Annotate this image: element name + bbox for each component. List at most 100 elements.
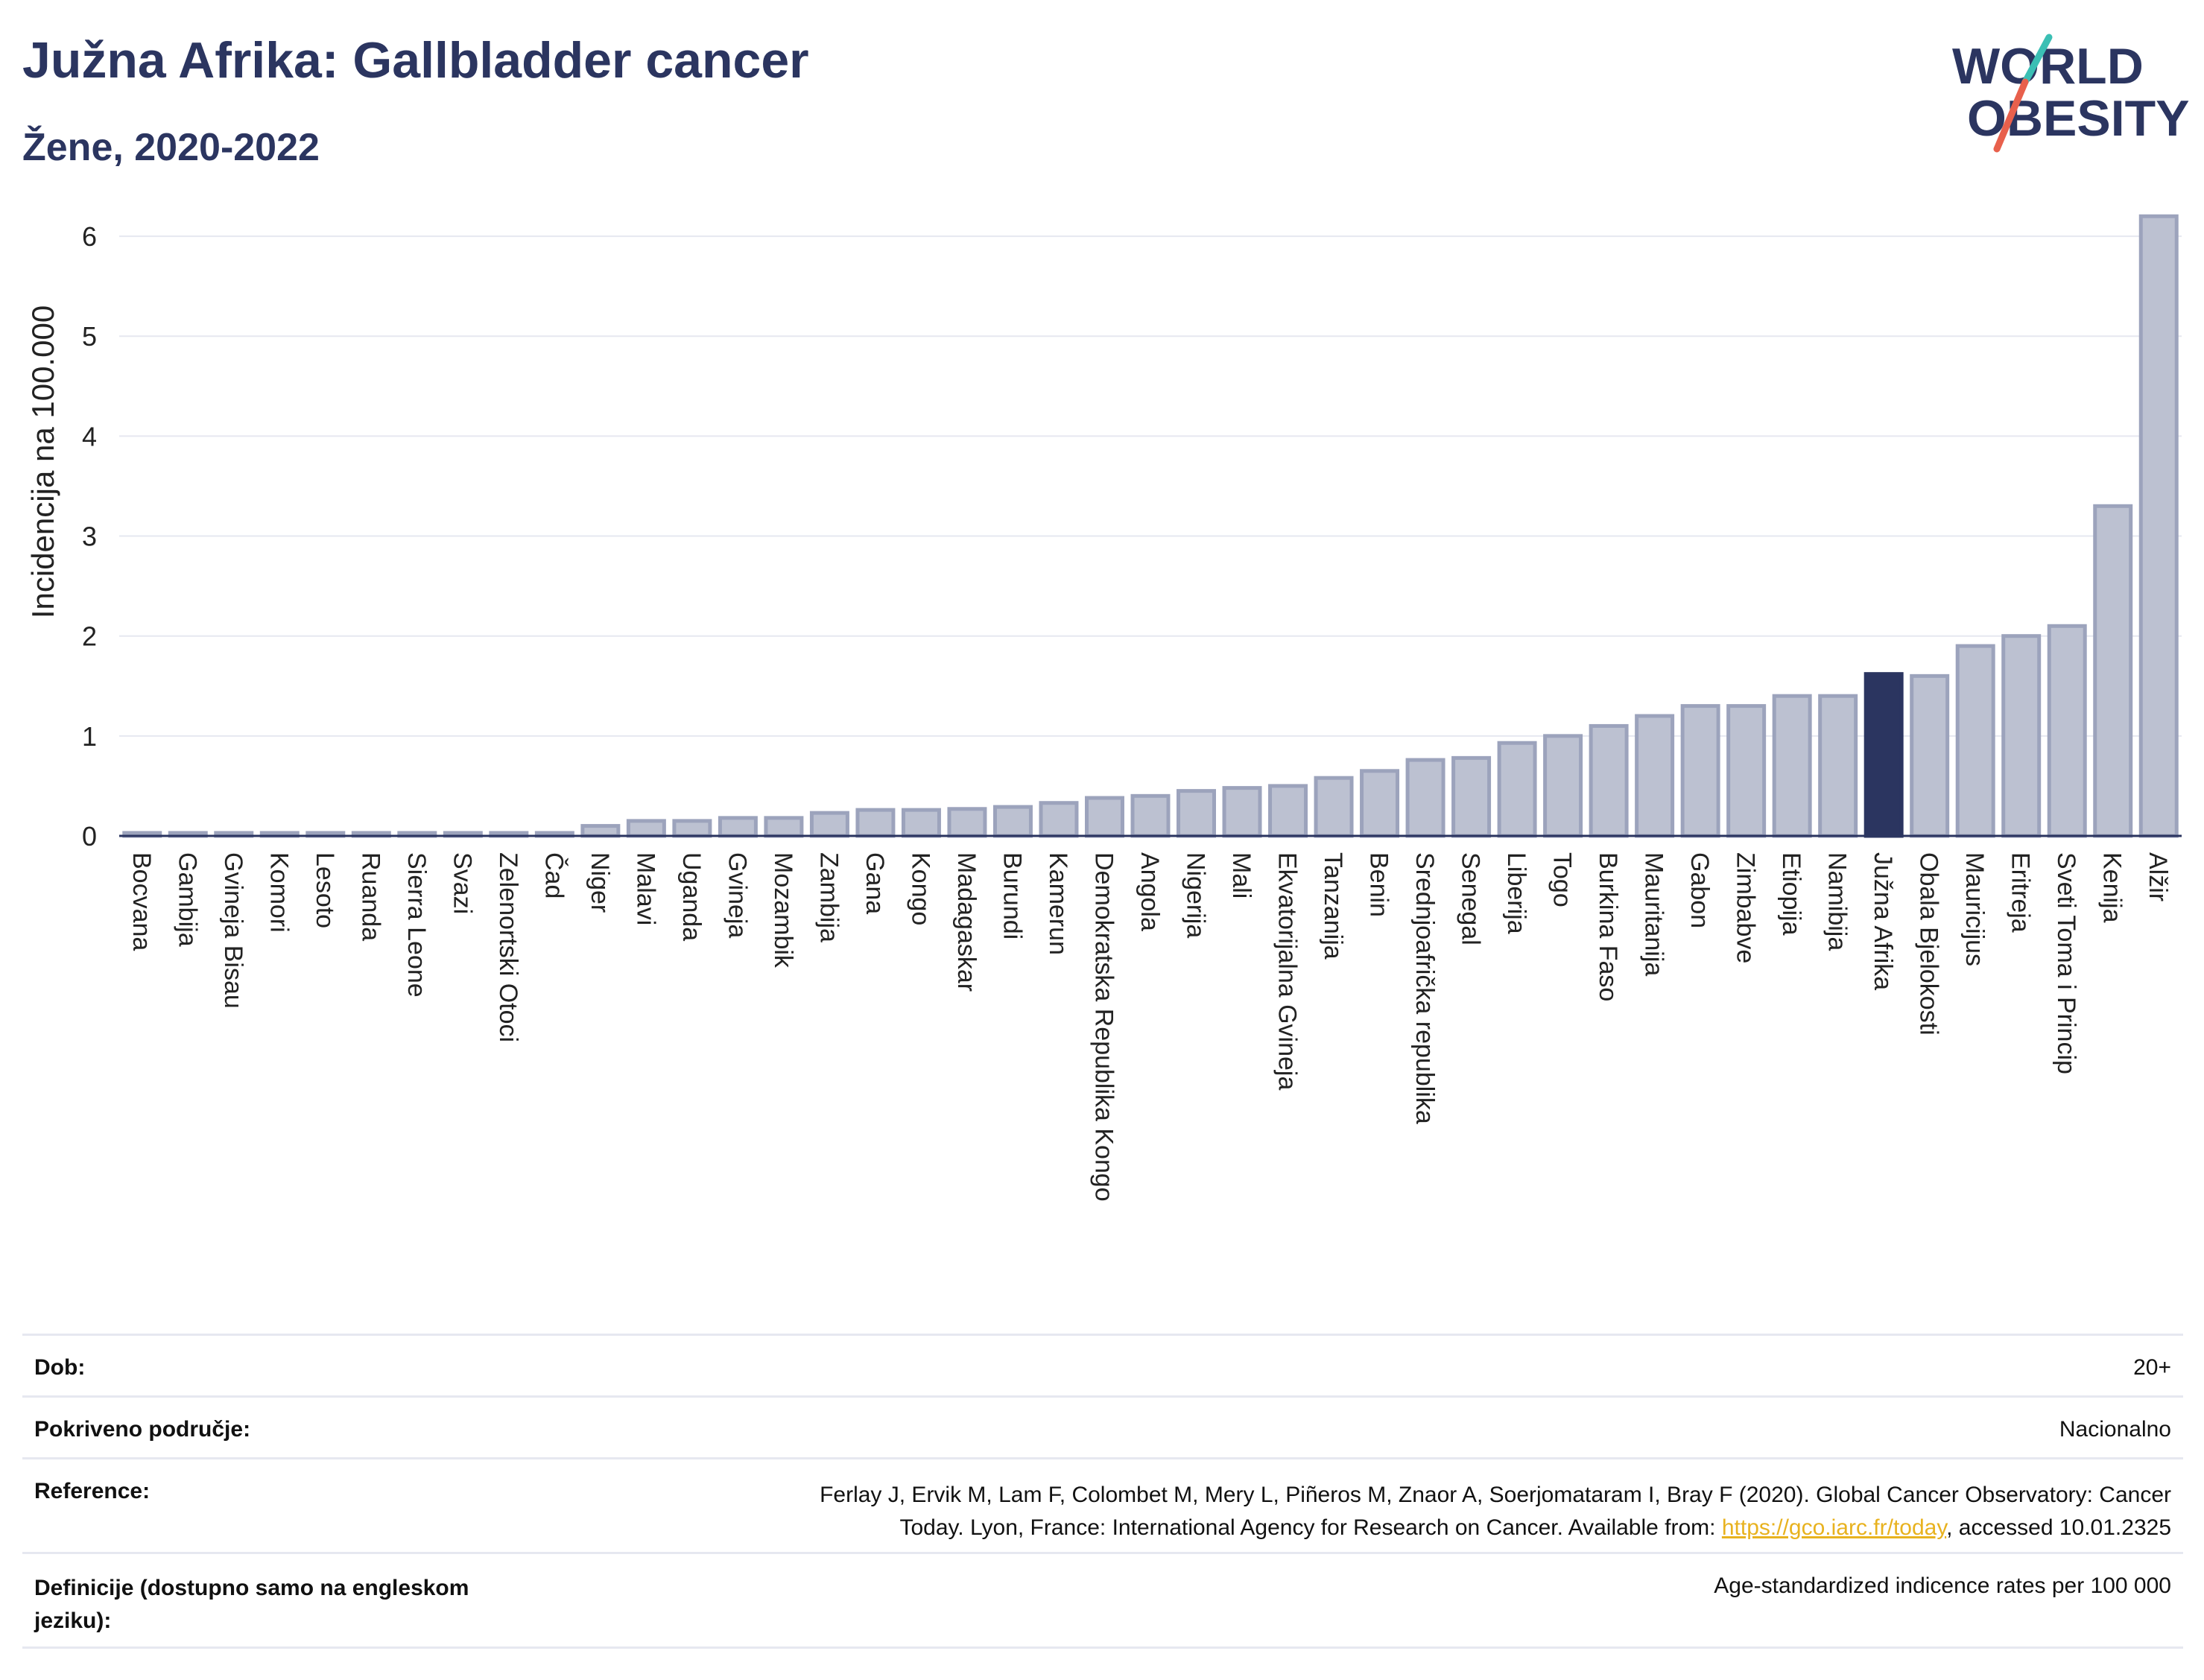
bar [1818, 694, 1858, 838]
x-tick-label: Etiopija [1777, 852, 1805, 936]
reference-value: Ferlay J, Ervik M, Lam F, Colombet M, Me… [820, 1479, 2171, 1544]
x-tick-label: Mauricijus [1960, 852, 1989, 966]
x-tick-label: Angola [1136, 852, 1164, 931]
logo-line-1: WORLD [1952, 38, 2144, 95]
bar [1268, 784, 1308, 838]
y-tick-label: 0 [82, 821, 97, 852]
bar [855, 808, 896, 838]
bar [947, 807, 987, 838]
bar [1726, 704, 1767, 838]
bar-chart: 0 1 2 3 4 5 6 Bocvana Gambija Gvineja Bisau Komor… [25, 214, 2182, 1202]
bars [122, 214, 2179, 838]
x-tick-label: Ruanda [356, 852, 384, 941]
bar [1680, 704, 1720, 838]
bar [1635, 714, 1675, 838]
bar [1543, 734, 1583, 838]
bar [1497, 741, 1537, 838]
reference-line-2: Today. Lyon, France: International Agenc… [820, 1512, 2171, 1544]
x-tick-label: Alžir [2144, 852, 2172, 901]
x-tick-label: Togo [1548, 852, 1577, 907]
x-tick-label: Tanzanija [1319, 852, 1347, 960]
bar [1405, 758, 1445, 838]
x-tick-label: Zimbabve [1732, 852, 1760, 963]
reference-accessed: , accessed 10.01.2325 [1946, 1515, 2171, 1540]
x-tick-label: Mauritanija [1640, 852, 1668, 976]
bar [1772, 694, 1812, 838]
definitions-label-line-1: Definicije (dostupno samo na engleskom [34, 1576, 469, 1600]
y-tick-label: 1 [82, 721, 97, 752]
bar [1039, 801, 1079, 838]
x-tick-label: Kongo [906, 852, 934, 925]
age-value: 20+ [2133, 1355, 2171, 1380]
x-tick-label: Zambija [814, 852, 843, 942]
y-tick-label: 6 [82, 221, 97, 252]
chart-title: Južna Afrika: Gallbladder cancer [22, 32, 809, 89]
x-tick-label: Zelenortski Otoci [494, 852, 522, 1042]
x-tick-label: Demokratska Republika Kongo [1089, 852, 1118, 1202]
bar [1863, 672, 1904, 838]
grid-lines [119, 235, 2182, 737]
bar [1451, 755, 1492, 838]
y-tick-label: 3 [82, 522, 97, 552]
x-tick-label: Kenija [2098, 852, 2127, 923]
x-tick-label: Gambija [173, 852, 201, 947]
bar [992, 805, 1033, 838]
y-axis-label: Incidencija na 100.000 [25, 305, 60, 618]
x-tick-label: Lesoto [311, 852, 339, 928]
x-tick-label: Namibija [1823, 852, 1852, 951]
bar [1589, 723, 1629, 838]
bar [809, 811, 849, 838]
x-tick-label: Obala Bjelokosti [1915, 852, 1943, 1036]
x-tick-label: Gvineja [723, 852, 751, 938]
definitions-label-line-2: jeziku): [34, 1608, 112, 1633]
x-tick-label: Malavi [631, 852, 659, 925]
bar [626, 819, 666, 838]
bar [1130, 793, 1171, 838]
bar [2138, 214, 2179, 838]
bar [580, 824, 621, 838]
x-tick-label: Burundi [998, 852, 1026, 939]
chart-subtitle: Žene, 2020-2022 [22, 126, 320, 169]
x-tick-label: Niger [586, 852, 614, 913]
y-tick-label: 2 [82, 621, 97, 652]
x-tick-label: Svazi [448, 852, 476, 914]
x-tick-label: Sierra Leone [402, 852, 431, 998]
x-tick-label: Mali [1227, 852, 1255, 898]
x-tick-label: Srednjoafrička republika [1410, 852, 1439, 1124]
bar [1314, 776, 1354, 838]
bar [1222, 786, 1262, 838]
x-tick-labels: Bocvana Gambija Gvineja Bisau Komori Lesoto R… [127, 852, 2172, 1202]
reference-text: Today. Lyon, France: International Agenc… [899, 1515, 1722, 1540]
x-tick-label: Sveti Toma i Princip [2052, 852, 2080, 1074]
x-tick-label: Ekvatorijalna Gvineja [1273, 852, 1302, 1090]
bar [1910, 673, 1950, 838]
x-tick-label: Benin [1365, 852, 1393, 917]
bar [2001, 634, 2042, 838]
info-row-definitions: Definicije (dostupno samo na engleskom j… [22, 1552, 2183, 1649]
world-obesity-logo: WORLD OBESITY [1952, 34, 2190, 153]
x-tick-label: Komori [265, 852, 293, 933]
bar [901, 808, 941, 838]
x-tick-label: Južna Afrika [1869, 852, 1897, 990]
bar [1084, 796, 1124, 838]
x-tick-label: Gabon [1685, 852, 1714, 928]
bar [718, 816, 758, 838]
age-label: Dob: [34, 1355, 86, 1380]
bar [1955, 644, 1995, 838]
info-row-coverage: Pokriveno područje: Nacionalno [22, 1395, 2183, 1457]
definitions-value: Age-standardized indicence rates per 100… [1714, 1573, 2171, 1598]
x-tick-label: Kamerun [1044, 852, 1072, 955]
info-row-age: Dob: 20+ [22, 1334, 2183, 1395]
bar [672, 819, 712, 838]
reference-link[interactable]: https://gco.iarc.fr/today [1721, 1515, 1947, 1540]
y-tick-labels: 0 1 2 3 4 5 6 [82, 221, 97, 852]
bar [2093, 504, 2133, 838]
reference-label: Reference: [34, 1479, 151, 1503]
info-row-reference: Reference: Ferlay J, Ervik M, Lam F, Col… [22, 1457, 2183, 1552]
definitions-label: Definicije (dostupno samo na engleskom j… [34, 1572, 469, 1638]
bar [764, 816, 804, 838]
x-tick-label: Gana [861, 852, 889, 914]
x-tick-label: Eritreja [2007, 852, 2035, 933]
y-tick-label: 4 [82, 421, 97, 451]
x-tick-label: Bocvana [127, 852, 156, 951]
